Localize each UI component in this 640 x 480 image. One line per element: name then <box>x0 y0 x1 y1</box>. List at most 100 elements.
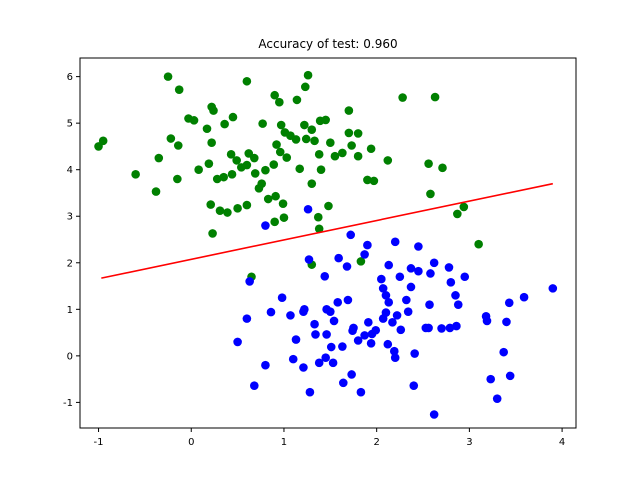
y-tick-label: 5 <box>67 119 73 130</box>
series-1-point <box>333 298 343 307</box>
series-1-point <box>424 323 433 333</box>
series-1-point <box>499 347 508 357</box>
series-0-point <box>326 138 335 147</box>
series-1-point <box>304 255 314 264</box>
series-0-point <box>261 165 270 175</box>
series-1-point <box>305 387 315 397</box>
series-0-point <box>163 72 173 81</box>
series-0-point <box>212 174 222 184</box>
series-1-point <box>338 342 347 351</box>
series-1-point <box>460 272 470 282</box>
series-0-point <box>207 138 216 147</box>
series-0-point <box>316 165 326 174</box>
series-1-point <box>502 317 511 327</box>
series-1-point <box>339 378 348 388</box>
series-0-point <box>424 159 433 168</box>
series-1-point <box>363 240 372 250</box>
x-tick-label: 0 <box>188 437 194 448</box>
series-0-point <box>275 147 285 157</box>
series-1-point <box>453 300 463 309</box>
series-1-point <box>286 311 295 320</box>
series-0-point <box>272 140 281 149</box>
series-1-point <box>378 284 388 293</box>
x-tick-label: 4 <box>559 437 565 448</box>
y-tick-label: 0 <box>67 351 73 362</box>
y-tick-label: 6 <box>67 72 73 83</box>
series-1-point <box>381 308 391 317</box>
series-0-point <box>250 153 259 163</box>
series-1-point <box>349 323 358 333</box>
series-0-point <box>173 174 182 184</box>
x-tick-label: 1 <box>281 437 287 448</box>
series-0-point <box>271 191 280 201</box>
series-0-point <box>321 115 330 125</box>
series-0-point <box>300 82 310 92</box>
series-0-point <box>206 200 216 209</box>
series-0-point <box>209 106 218 115</box>
series-1-point <box>402 295 411 305</box>
y-tick-label: -1 <box>63 398 73 409</box>
series-1-point <box>444 263 454 272</box>
series-1-point <box>356 387 366 397</box>
series-1-point <box>314 358 324 368</box>
series-1-point <box>406 264 416 273</box>
series-1-point <box>384 298 394 307</box>
series-1-point <box>548 284 558 293</box>
series-1-point <box>347 370 356 379</box>
series-0-point <box>154 153 164 163</box>
series-1-point <box>311 330 320 339</box>
series-1-point <box>343 295 353 305</box>
series-1-point <box>291 335 301 344</box>
series-1-point <box>409 381 419 390</box>
series-0-point <box>151 187 161 196</box>
series-1-point <box>261 360 270 370</box>
series-0-point <box>223 208 232 217</box>
series-0-point <box>233 204 242 213</box>
series-1-point <box>342 262 352 271</box>
series-1-point <box>299 363 308 372</box>
series-0-point <box>363 175 372 185</box>
x-tick-label: -1 <box>94 437 104 448</box>
series-0-point <box>215 206 225 215</box>
series-1-point <box>360 331 369 340</box>
series-1-point <box>381 291 391 300</box>
series-1-point <box>519 292 529 302</box>
series-0-point <box>366 144 376 154</box>
series-1-point <box>321 353 330 363</box>
series-0-point <box>257 179 267 188</box>
series-1-point <box>429 410 439 419</box>
series-0-point <box>314 150 324 159</box>
series-0-point <box>219 172 228 182</box>
x-tick-label: 3 <box>466 437 472 448</box>
series-0-point <box>324 201 333 211</box>
series-0-point <box>227 170 237 179</box>
series-1-point <box>482 316 492 326</box>
series-1-point <box>326 342 336 352</box>
series-0-point <box>242 76 252 86</box>
series-1-point <box>504 298 514 308</box>
series-0-point <box>226 150 236 159</box>
series-0-point <box>208 229 217 238</box>
series-0-point <box>295 164 305 174</box>
series-1-point <box>266 307 276 317</box>
series-1-point <box>492 394 502 403</box>
series-0-point <box>344 106 354 115</box>
series-1-point <box>242 314 252 323</box>
series-0-point <box>330 151 340 161</box>
series-0-point <box>282 153 292 162</box>
series-0-point <box>270 90 279 100</box>
series-1-point <box>437 324 446 333</box>
plot-frame <box>79 57 577 429</box>
series-0-point <box>453 209 462 219</box>
series-1-point <box>334 253 343 263</box>
series-1-point <box>233 337 242 347</box>
series-1-point <box>383 339 393 349</box>
series-0-point <box>204 159 214 168</box>
series-1-point <box>303 204 313 214</box>
series-1-point <box>426 269 435 278</box>
series-1-point <box>414 242 423 251</box>
decision-boundary-line <box>101 182 553 279</box>
series-0-point <box>398 93 407 102</box>
series-1-point <box>396 325 406 335</box>
